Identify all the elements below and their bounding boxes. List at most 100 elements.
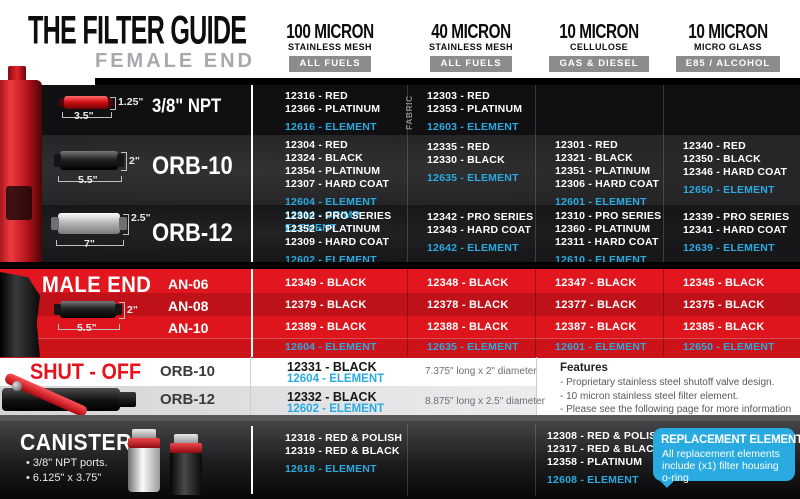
cell-orb10-100micron: 12304 - RED 12324 - BLACK 12354 - PLATIN… — [285, 139, 410, 235]
row-label-orb12: ORB-12 — [152, 219, 233, 247]
label-column-divider — [251, 85, 253, 262]
element-numbers: 12604 - ELEMENT 12614 - CRIMP ELEMENT — [285, 196, 377, 234]
female-end-heading: FEMALE END — [95, 50, 255, 72]
column-divider — [407, 269, 408, 357]
element-numbers: 12616 - ELEMENT — [285, 121, 377, 133]
dimension-bracket — [56, 240, 124, 246]
female-row-npt-bg — [0, 85, 800, 135]
cell-orb12-microglass: 12339 - PRO SERIES 12341 - HARD COAT 126… — [683, 211, 800, 255]
micron-label: 10 MICRON — [688, 20, 768, 43]
element-numbers: 12618 - ELEMENT — [285, 463, 377, 475]
element-numbers: 12608 - ELEMENT — [547, 474, 639, 486]
column-header-100-micron: 100 MICRON STAINLESS MESH ALL FUELS — [260, 20, 400, 72]
cell-canister-cellulose: 12308 - RED & POLISH 12317 - RED & BLACK… — [547, 430, 672, 487]
shutoff-size: 7.375" long x 2" diameter — [425, 366, 537, 377]
female-row-orb10-bg — [0, 135, 800, 205]
fuel-badge: GAS & DIESEL — [549, 56, 649, 72]
part-numbers: 12318 - RED & POLISH 12319 - RED & BLACK — [285, 432, 403, 457]
filter-body — [0, 80, 42, 262]
row-label-an06: AN-06 — [168, 276, 209, 292]
column-divider — [535, 269, 536, 357]
male-element-row-bg — [0, 338, 800, 358]
column-divider — [250, 357, 251, 415]
element-numbers: 12642 - ELEMENT — [427, 242, 519, 254]
canister-bracket — [174, 434, 198, 444]
micron-label: 10 MICRON — [559, 20, 639, 43]
replacement-title: REPLACEMENT ELEMENTS — [661, 434, 800, 446]
part-numbers: 12308 - RED & POLISH 12317 - RED & BLACK… — [547, 430, 665, 468]
column-divider — [407, 85, 408, 262]
shutoff-element: 12604 - ELEMENT — [287, 373, 385, 385]
shutoff-row-label-orb10: ORB-10 — [160, 363, 216, 380]
row-label-orb10: ORB-10 — [152, 152, 233, 180]
male-part-cell: 12347 - BLACK — [555, 277, 637, 289]
male-part-cell: 12389 - BLACK — [285, 321, 367, 333]
part-numbers: 12301 - RED 12321 - BLACK 12351 - PLATIN… — [555, 139, 660, 190]
cell-npt-100micron: 12316 - RED 12366 - PLATINUM 12616 - ELE… — [285, 90, 410, 134]
cell-canister-100micron: 12318 - RED & POLISH 12319 - RED & BLACK… — [285, 432, 410, 476]
media-label: MICRO GLASS — [694, 42, 762, 52]
part-numbers: 12316 - RED 12366 - PLATINUM — [285, 90, 381, 115]
dimension-label-height: 2.5" — [131, 212, 151, 224]
dimension-label-height: 1.25" — [118, 96, 144, 108]
part-numbers: 12304 - RED 12324 - BLACK 12354 - PLATIN… — [285, 139, 390, 190]
cell-orb12-cellulose: 12310 - PRO SERIES 12360 - PLATINUM 1231… — [555, 210, 680, 267]
column-header-10-micron-cellulose: 10 MICRON CELLULOSE GAS & DIESEL — [529, 20, 669, 72]
female-row-orb12-bg — [0, 205, 800, 262]
male-part-cell: 12388 - BLACK — [427, 321, 509, 333]
male-part-cell: 12387 - BLACK — [555, 321, 637, 333]
part-numbers: 12335 - RED 12330 - BLACK — [427, 141, 505, 166]
inline-filter-black-image — [53, 151, 125, 170]
dimension-bracket — [119, 302, 125, 319]
dimension-label-height: 2" — [129, 155, 140, 167]
shutoff-row-label-orb12: ORB-12 — [160, 391, 216, 408]
male-part-cell: 12379 - BLACK — [285, 299, 367, 311]
cell-orb12-40micron: 12342 - PRO SERIES 12343 - HARD COAT 126… — [427, 211, 552, 255]
male-part-cell: 12348 - BLACK — [427, 277, 509, 289]
part-numbers: 12310 - PRO SERIES 12360 - PLATINUM 1231… — [555, 210, 662, 248]
row-label-an10: AN-10 — [168, 320, 209, 336]
part-numbers: 12342 - PRO SERIES 12343 - HARD COAT — [427, 211, 534, 236]
shutoff-part: 12331 - BLACK — [287, 360, 377, 374]
male-part-cell: 12385 - BLACK — [683, 321, 765, 333]
part-numbers: 12339 - PRO SERIES 12341 - HARD COAT — [683, 211, 790, 236]
cell-orb10-40micron: 12335 - RED 12330 - BLACK 12635 - ELEMEN… — [427, 141, 552, 185]
male-part-cell: 12349 - BLACK — [285, 277, 367, 289]
shutoff-element: 12602 - ELEMENT — [287, 403, 385, 415]
element-numbers: 12601 - ELEMENT — [555, 196, 647, 208]
fuel-badge: ALL FUELS — [430, 56, 512, 72]
page-title: THE FILTER GUIDE — [28, 8, 247, 53]
shutoff-valve-pivot — [12, 381, 22, 391]
shutoff-size: 8.875" long x 2.5" diameter — [425, 396, 545, 407]
dimension-label-height: 2" — [127, 304, 138, 316]
brand-logo — [6, 186, 32, 220]
table-top-bar — [95, 78, 800, 85]
inline-filter-silver-image — [51, 213, 127, 234]
male-row-an08-bg — [0, 293, 800, 316]
male-element-cell: 12604 - ELEMENT — [285, 341, 377, 353]
cell-orb10-microglass: 12340 - RED 12350 - BLACK 12346 - HARD C… — [683, 140, 800, 197]
canister-title: CANISTER — [20, 429, 132, 455]
part-numbers: 12302 - PRO SERIES 12352 - PLATINUM 1230… — [285, 210, 392, 248]
column-divider — [407, 424, 408, 496]
dimension-label-length: 5.5" — [77, 322, 97, 334]
fuel-badge: ALL FUELS — [289, 56, 371, 72]
column-divider — [535, 424, 536, 496]
male-part-cell: 12345 - BLACK — [683, 277, 765, 289]
shutoff-valve-nose — [118, 392, 136, 407]
column-divider — [535, 85, 536, 262]
red-filter-product-image — [0, 66, 42, 262]
canister-bullets: • 3/8" NPT ports. • 6.125" x 3.75" — [26, 457, 108, 484]
column-divider — [663, 85, 664, 262]
dimension-label-length: 3.5" — [74, 110, 94, 122]
canister-body — [128, 448, 160, 492]
micron-label: 40 MICRON — [431, 20, 511, 43]
canister-red-cap — [170, 443, 202, 453]
section-divider-bar — [0, 415, 800, 421]
filter-neck — [8, 66, 26, 82]
fuel-badge: E85 / ALCOHOL — [675, 56, 781, 72]
media-label: CELLULOSE — [569, 42, 629, 52]
male-row-an06-bg — [0, 269, 800, 293]
element-numbers: 12639 - ELEMENT — [683, 242, 775, 254]
column-header-40-micron: 40 MICRON STAINLESS MESH ALL FUELS — [401, 20, 541, 72]
